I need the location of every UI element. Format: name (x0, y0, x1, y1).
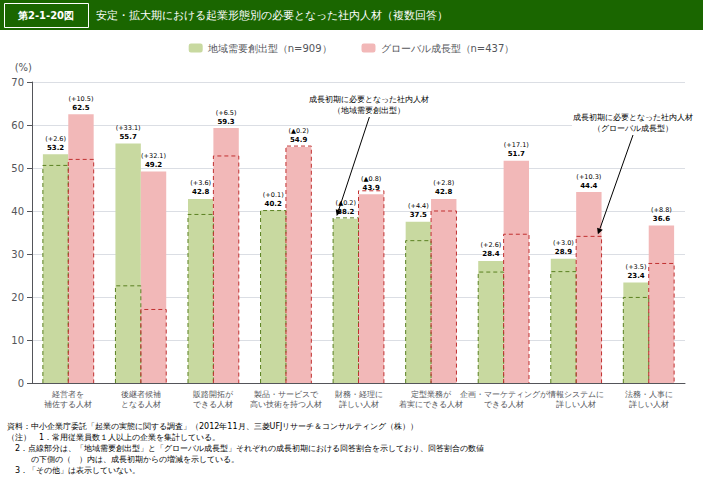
svg-text:定型業務が: 定型業務が (411, 390, 452, 399)
svg-text:(+2.8): (+2.8) (433, 179, 454, 187)
svg-text:財務・経理に: 財務・経理に (335, 390, 383, 399)
svg-text:できる人材: できる人材 (193, 400, 233, 409)
svg-text:高い技術を持つ人材: 高い技術を持つ人材 (250, 400, 322, 409)
svg-text:0: 0 (18, 378, 24, 389)
svg-text:54.9: 54.9 (290, 136, 307, 144)
svg-text:成長初期に必要となった社内人材: 成長初期に必要となった社内人材 (573, 113, 693, 122)
svg-text:（グローバル成長型）: （グローバル成長型） (593, 124, 673, 133)
svg-text:49.2: 49.2 (145, 161, 162, 169)
svg-text:(+10.5): (+10.5) (68, 95, 93, 103)
svg-text:38.2: 38.2 (337, 208, 355, 217)
svg-text:42.8: 42.8 (435, 188, 452, 196)
svg-text:50: 50 (11, 163, 24, 174)
svg-text:地域需要創出型（n=909）: 地域需要創出型（n=909） (207, 43, 332, 54)
svg-text:補佐する人材: 補佐する人材 (44, 400, 92, 409)
svg-text:後継者候補: 後継者候補 (121, 390, 161, 399)
svg-text:(▲0.2): (▲0.2) (288, 127, 308, 135)
svg-text:30: 30 (11, 249, 24, 260)
svg-text:40.2: 40.2 (265, 200, 282, 208)
svg-text:28.9: 28.9 (555, 248, 572, 256)
svg-text:3．「その他」は表示していない。: 3．「その他」は表示していない。 (7, 466, 140, 475)
svg-text:10: 10 (11, 335, 24, 346)
svg-text:28.4: 28.4 (482, 250, 499, 258)
svg-text:の下側の（ ）内は、成長初期からの増減を示している。: の下側の（ ）内は、成長初期からの増減を示している。 (7, 455, 239, 464)
svg-text:(+2.6): (+2.6) (480, 241, 501, 249)
svg-text:36.6: 36.6 (653, 215, 670, 223)
svg-text:法務・人事に: 法務・人事に (625, 390, 673, 399)
svg-text:20: 20 (11, 292, 24, 303)
svg-text:(▲0.8): (▲0.8) (361, 175, 381, 183)
svg-text:(+32.1): (+32.1) (141, 152, 166, 160)
svg-text:詳しい人材: 詳しい人材 (339, 400, 379, 409)
svg-text:2．点線部分は、「地域需要創出型」と「グローバル成長型」それ: 2．点線部分は、「地域需要創出型」と「グローバル成長型」それぞれの成長初期におけ… (7, 444, 484, 453)
svg-text:(+33.1): (+33.1) (116, 124, 141, 132)
svg-text:60: 60 (11, 120, 24, 131)
svg-text:情報システムに: 情報システムに (547, 390, 604, 399)
svg-text:(+3.0): (+3.0) (553, 239, 574, 247)
svg-text:(+3.6): (+3.6) (190, 179, 211, 187)
svg-text:となる人材: となる人材 (121, 400, 161, 409)
svg-text:40: 40 (11, 206, 24, 217)
svg-text:43.9: 43.9 (362, 183, 380, 192)
svg-text:製品・サービスで: 製品・サービスで (254, 390, 319, 399)
svg-text:51.7: 51.7 (508, 150, 525, 158)
svg-text:成長初期に必要となった社内人材: 成長初期に必要となった社内人材 (309, 95, 429, 104)
svg-text:44.4: 44.4 (580, 182, 597, 190)
svg-text:経営者を: 経営者を (51, 390, 84, 399)
svg-text:59.3: 59.3 (217, 118, 234, 126)
svg-text:詳しい人材: 詳しい人材 (629, 400, 669, 409)
svg-text:グローバル成長型（n=437）: グローバル成長型（n=437） (381, 43, 515, 54)
svg-text:(+6.5): (+6.5) (216, 109, 237, 117)
svg-text:(+2.6): (+2.6) (45, 135, 66, 143)
svg-text:(+0.1): (+0.1) (263, 191, 284, 199)
svg-text:37.5: 37.5 (410, 211, 427, 219)
svg-text:できる人材: できる人材 (484, 400, 524, 409)
svg-text:(▲0.2): (▲0.2) (336, 199, 356, 207)
svg-text:70: 70 (11, 77, 24, 88)
svg-text:42.8: 42.8 (192, 188, 209, 196)
svg-text:第2-1-20図: 第2-1-20図 (17, 10, 74, 21)
svg-text:55.7: 55.7 (119, 133, 136, 141)
svg-text:販路開拓が: 販路開拓が (193, 390, 234, 399)
svg-text:着実にできる人材: 着実にできる人材 (399, 400, 463, 409)
svg-text:(%): (%) (15, 62, 32, 73)
svg-text:(+8.8): (+8.8) (651, 206, 672, 214)
svg-text:詳しい人材: 詳しい人材 (556, 400, 596, 409)
svg-text:資料：中小企業庁委託「起業の実態に関する調査」（2012年1: 資料：中小企業庁委託「起業の実態に関する調査」（2012年11月、三菱UFJリサ… (7, 422, 418, 431)
svg-text:(+3.5): (+3.5) (626, 263, 647, 271)
svg-text:(+4.4): (+4.4) (408, 202, 429, 210)
svg-text:企画・マーケティングが: 企画・マーケティングが (460, 390, 549, 399)
svg-text:（注） 1．常用従業員数１人以上の企業を集計している。: （注） 1．常用従業員数１人以上の企業を集計している。 (7, 433, 220, 442)
svg-text:(+10.3): (+10.3) (576, 173, 601, 181)
svg-text:62.5: 62.5 (72, 104, 89, 112)
svg-text:安定・拡大期における起業形態別の必要となった社内人材（複数回: 安定・拡大期における起業形態別の必要となった社内人材（複数回答） (96, 9, 448, 22)
svg-text:23.4: 23.4 (627, 272, 644, 280)
svg-text:53.2: 53.2 (47, 144, 64, 152)
svg-text:(+17.1): (+17.1) (504, 141, 529, 149)
svg-text:（地域需要創出型）: （地域需要創出型） (333, 106, 405, 115)
